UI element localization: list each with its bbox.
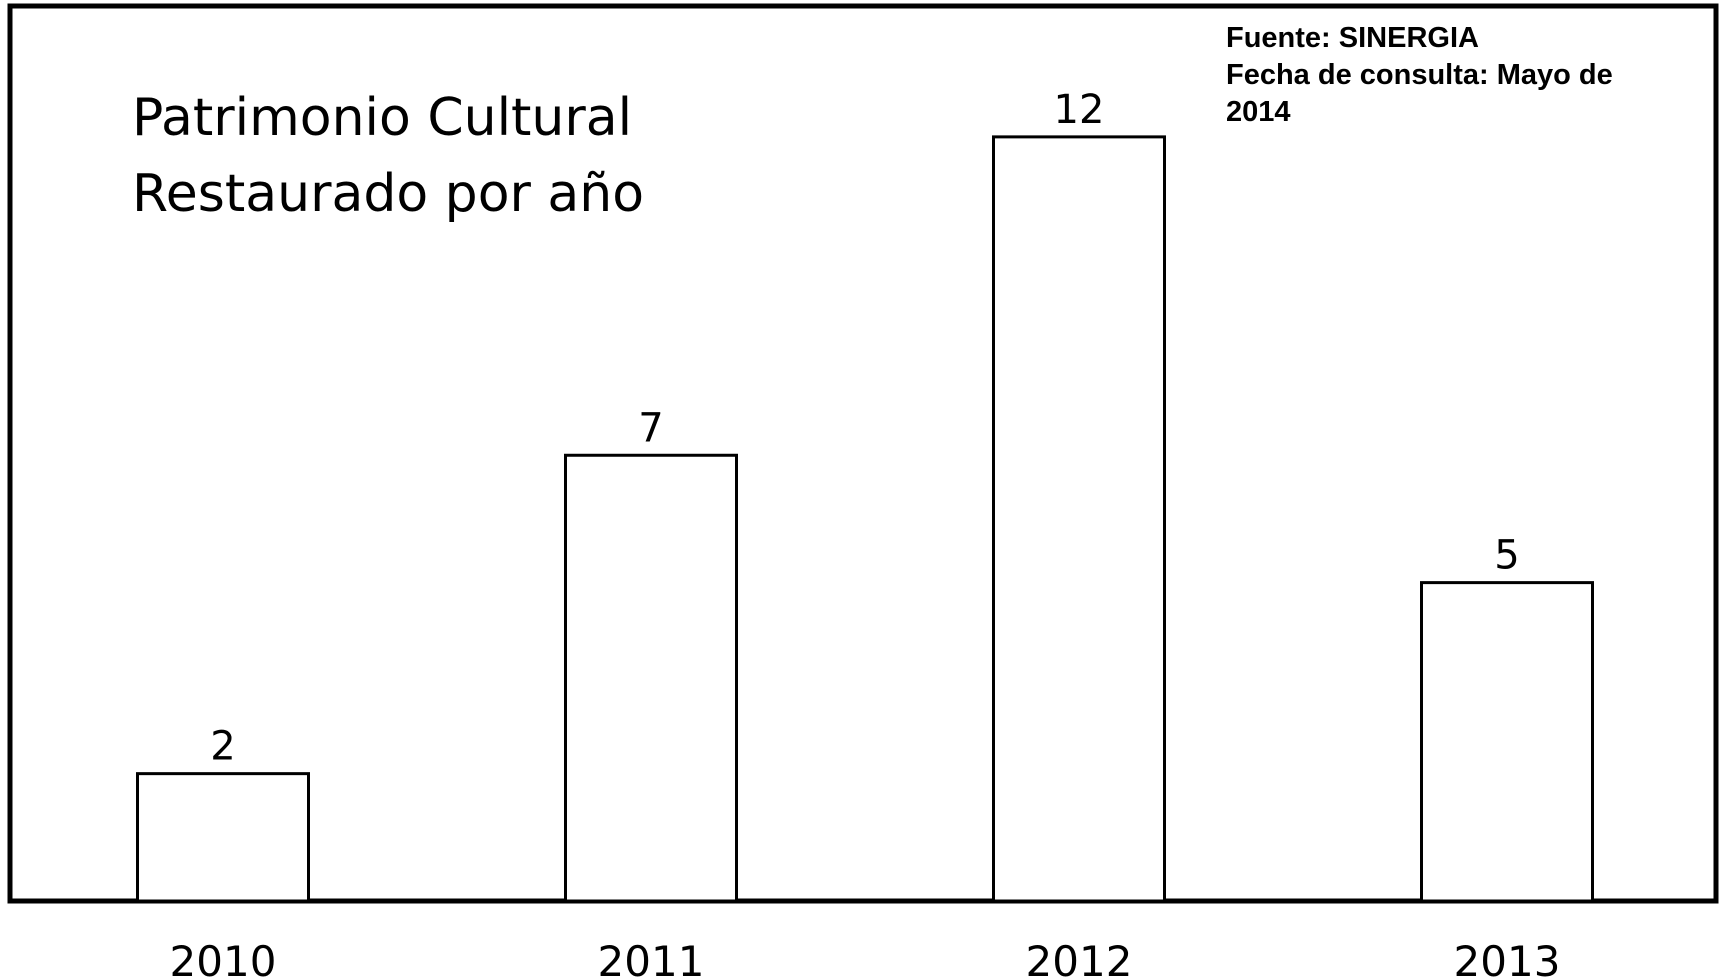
- source-line-3: 2014: [1226, 96, 1291, 128]
- x-tick-label-2010: 2010: [170, 937, 277, 980]
- bars-group: [136, 135, 1594, 903]
- value-label-2012: 12: [1054, 87, 1105, 133]
- value-label-2011: 7: [638, 405, 663, 451]
- x-tick-label-2013: 2013: [1454, 937, 1561, 980]
- source-line-2: Fecha de consulta: Mayo de: [1226, 59, 1613, 91]
- chart-frame: [7, 3, 1719, 904]
- bar-2011: [564, 453, 738, 903]
- x-tick-label-2011: 2011: [598, 937, 705, 980]
- bar-2010: [136, 772, 310, 903]
- chart-title: Patrimonio Cultural Restaurado por año: [132, 80, 692, 232]
- value-label-2010: 2: [210, 724, 235, 770]
- chart-title-line-2: Restaurado por año: [132, 164, 645, 224]
- value-label-2013: 5: [1494, 533, 1519, 579]
- x-tick-label-2012: 2012: [1026, 937, 1133, 980]
- bar-2012: [992, 135, 1166, 903]
- source-line-1: Fuente: SINERGIA: [1226, 22, 1479, 54]
- bar-2013: [1420, 581, 1594, 903]
- chart-title-line-1: Patrimonio Cultural: [132, 88, 633, 148]
- source-annotation: Fuente: SINERGIA Fecha de consulta: Mayo…: [1226, 20, 1696, 131]
- x-tick-labels-group: 2010 2011 2012 2013: [170, 937, 1561, 980]
- value-labels-group: 2 7 12 5: [210, 87, 1519, 770]
